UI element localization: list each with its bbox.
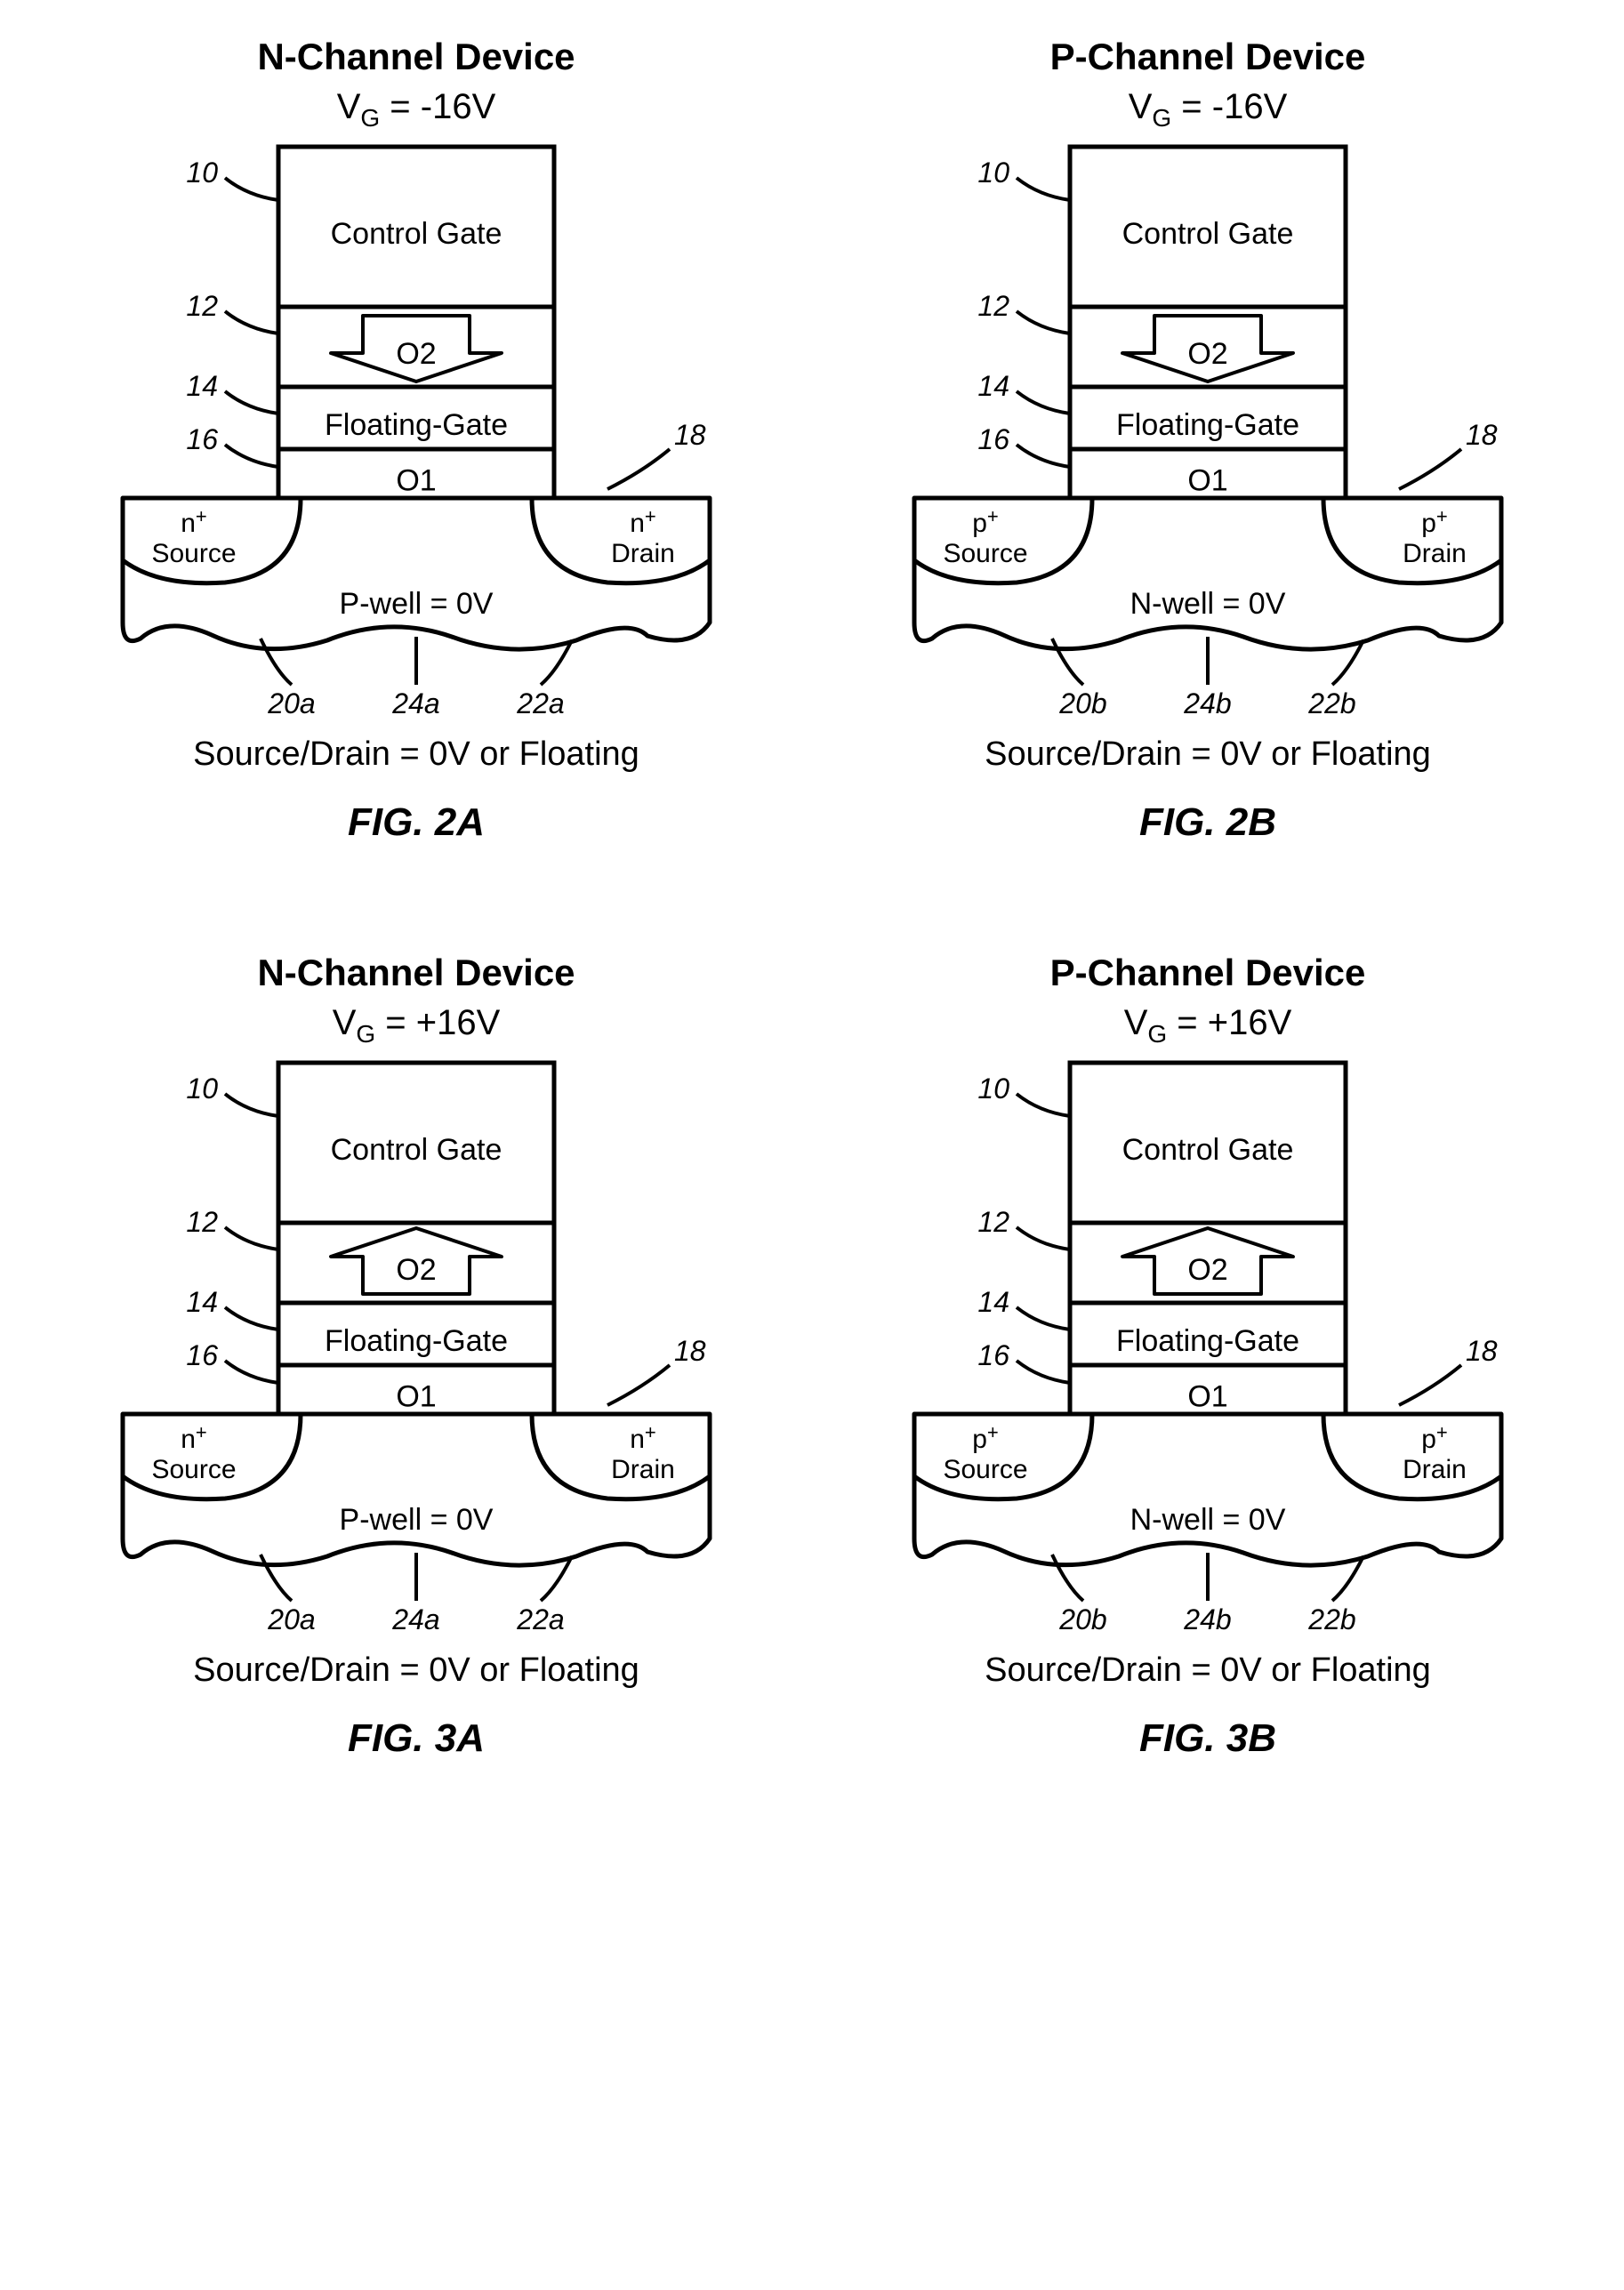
svg-text:22b: 22b [1307, 687, 1355, 719]
svg-text:Drain: Drain [1403, 1455, 1467, 1484]
svg-text:Drain: Drain [1403, 539, 1467, 568]
svg-text:10: 10 [977, 1073, 1009, 1105]
title: N-Channel Device [257, 36, 575, 78]
svg-text:Source: Source [151, 1455, 236, 1484]
fig-label: FIG. 2B [1139, 800, 1276, 845]
svg-text:Control Gate: Control Gate [1122, 1133, 1294, 1167]
svg-text:Floating-Gate: Floating-Gate [1116, 408, 1299, 442]
svg-text:Control Gate: Control Gate [331, 217, 502, 251]
svg-text:Source: Source [943, 1455, 1027, 1484]
footnote: Source/Drain = 0V or Floating [193, 735, 639, 774]
svg-text:O1: O1 [1187, 463, 1227, 497]
device-svg: Control GateFloating-GateO1O210121416n+S… [96, 1054, 736, 1641]
svg-text:n+: n+ [630, 505, 656, 538]
vg-label: VG = +16V [1124, 1003, 1292, 1049]
svg-text:20b: 20b [1058, 687, 1106, 719]
svg-text:n+: n+ [181, 1421, 207, 1454]
svg-text:p+: p+ [1421, 505, 1448, 538]
footnote: Source/Drain = 0V or Floating [985, 735, 1431, 774]
svg-text:22a: 22a [516, 1603, 564, 1635]
svg-text:Floating-Gate: Floating-Gate [1116, 1324, 1299, 1358]
svg-text:16: 16 [186, 423, 218, 455]
svg-text:20a: 20a [267, 687, 315, 719]
vg-label: VG = -16V [1129, 87, 1288, 133]
svg-text:Source: Source [943, 539, 1027, 568]
svg-text:14: 14 [977, 370, 1009, 402]
svg-text:24a: 24a [391, 687, 439, 719]
title: P-Channel Device [1050, 952, 1366, 994]
figure-grid: N-Channel Device VG = -16V Control Gate F… [56, 36, 1568, 1761]
svg-text:O2: O2 [396, 337, 436, 371]
svg-text:14: 14 [977, 1286, 1009, 1318]
svg-text:18: 18 [1466, 1335, 1498, 1367]
svg-text:24a: 24a [391, 1603, 439, 1635]
svg-text:P-well = 0V: P-well = 0V [340, 1503, 494, 1537]
svg-text:Control Gate: Control Gate [331, 1133, 502, 1167]
svg-text:22a: 22a [516, 687, 564, 719]
title: N-Channel Device [257, 952, 575, 994]
svg-text:20a: 20a [267, 1603, 315, 1635]
svg-text:p+: p+ [972, 505, 999, 538]
vg-label: VG = +16V [333, 1003, 501, 1049]
svg-text:n+: n+ [181, 505, 207, 538]
panel-fig3a: N-Channel Device VG = +16V Control Gate F… [56, 952, 776, 1761]
svg-text:p+: p+ [972, 1421, 999, 1454]
svg-text:24b: 24b [1183, 687, 1231, 719]
footnote: Source/Drain = 0V or Floating [985, 1651, 1431, 1690]
svg-text:O1: O1 [1187, 1379, 1227, 1413]
fig-label: FIG. 2A [348, 800, 485, 845]
svg-text:12: 12 [186, 290, 218, 322]
panel-fig2b: P-Channel Device VG = -16V Control Gate F… [848, 36, 1568, 845]
svg-text:O1: O1 [396, 463, 436, 497]
device-svg: Control GateFloating-GateO1O210121416p+S… [888, 1054, 1528, 1641]
svg-text:18: 18 [1466, 419, 1498, 451]
svg-text:16: 16 [977, 423, 1009, 455]
svg-text:Source: Source [151, 539, 236, 568]
svg-text:n+: n+ [630, 1421, 656, 1454]
svg-text:12: 12 [977, 1206, 1009, 1238]
svg-text:18: 18 [674, 1335, 706, 1367]
svg-text:Floating-Gate: Floating-Gate [325, 1324, 508, 1358]
svg-text:20b: 20b [1058, 1603, 1106, 1635]
svg-text:14: 14 [186, 1286, 218, 1318]
svg-text:N-well = 0V: N-well = 0V [1130, 587, 1286, 621]
svg-text:Floating-Gate: Floating-Gate [325, 408, 508, 442]
svg-text:Drain: Drain [611, 1455, 675, 1484]
fig-label: FIG. 3A [348, 1716, 485, 1761]
panel-fig2a: N-Channel Device VG = -16V Control Gate F… [56, 36, 776, 845]
svg-text:O2: O2 [1187, 337, 1227, 371]
svg-text:12: 12 [186, 1206, 218, 1238]
vg-label: VG = -16V [337, 87, 496, 133]
svg-text:16: 16 [186, 1339, 218, 1371]
svg-text:N-well = 0V: N-well = 0V [1130, 1503, 1286, 1537]
panel-fig3b: P-Channel Device VG = +16V Control Gate F… [848, 952, 1568, 1761]
svg-text:16: 16 [977, 1339, 1009, 1371]
svg-text:14: 14 [186, 370, 218, 402]
svg-text:p+: p+ [1421, 1421, 1448, 1454]
svg-text:P-well = 0V: P-well = 0V [340, 587, 494, 621]
svg-text:18: 18 [674, 419, 706, 451]
svg-text:O1: O1 [396, 1379, 436, 1413]
svg-text:10: 10 [186, 1073, 218, 1105]
footnote: Source/Drain = 0V or Floating [193, 1651, 639, 1690]
svg-text:10: 10 [977, 157, 1009, 189]
svg-text:O2: O2 [396, 1253, 436, 1287]
svg-text:24b: 24b [1183, 1603, 1231, 1635]
svg-text:22b: 22b [1307, 1603, 1355, 1635]
fig-label: FIG. 3B [1139, 1716, 1276, 1761]
device-svg: Control GateFloating-GateO1O210121416p+S… [888, 138, 1528, 725]
svg-text:12: 12 [977, 290, 1009, 322]
device-svg: Control GateFloating-GateO1O210121416n+S… [96, 138, 736, 725]
title: P-Channel Device [1050, 36, 1366, 78]
svg-text:Control Gate: Control Gate [1122, 217, 1294, 251]
svg-text:O2: O2 [1187, 1253, 1227, 1287]
svg-text:Drain: Drain [611, 539, 675, 568]
svg-text:10: 10 [186, 157, 218, 189]
